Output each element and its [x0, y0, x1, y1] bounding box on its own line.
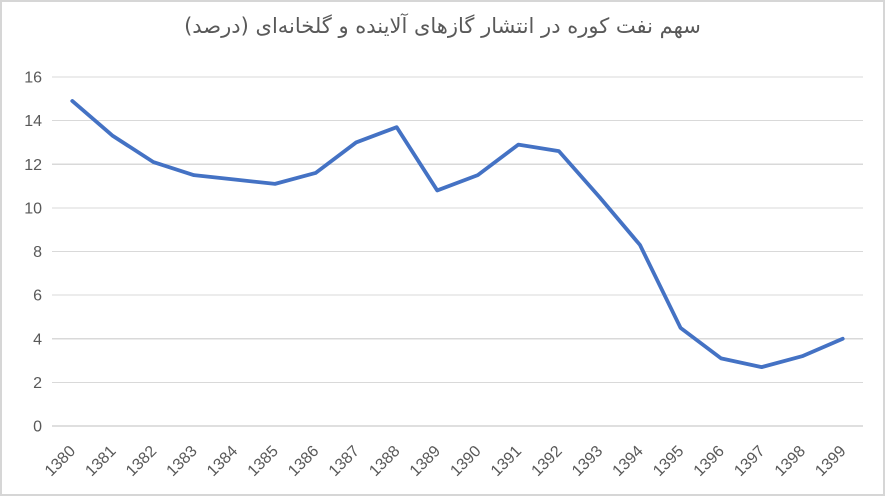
x-axis-tick-label: 1387: [326, 443, 363, 480]
y-axis-tick-label: 8: [33, 244, 42, 261]
x-axis-tick-label: 1391: [488, 443, 525, 480]
y-axis-tick-label: 10: [24, 200, 42, 217]
x-axis-tick-label: 1398: [772, 443, 809, 480]
x-axis-tick-label: 1384: [204, 443, 241, 480]
x-axis-tick-label: 1385: [245, 443, 282, 480]
y-axis-tick-label: 6: [33, 288, 42, 305]
x-axis-tick-label: 1389: [407, 443, 444, 480]
y-axis-tick-label: 12: [24, 157, 42, 174]
y-axis-tick-label: 0: [33, 419, 42, 436]
x-axis-tick-label: 1396: [691, 443, 728, 480]
x-axis-tick-label: 1392: [529, 443, 566, 480]
x-axis-tick-label: 1397: [731, 443, 768, 480]
x-axis-tick-label: 1388: [366, 443, 403, 480]
x-axis-tick-label: 1380: [42, 443, 79, 480]
x-axis-tick-label: 1382: [123, 443, 160, 480]
y-axis-tick-label: 14: [24, 113, 42, 130]
x-axis-tick-label: 1386: [285, 443, 322, 480]
y-axis-tick-label: 4: [33, 331, 42, 348]
y-axis-tick-label: 16: [24, 70, 42, 87]
x-axis-tick-label: 1399: [812, 443, 849, 480]
x-axis-tick-label: 1390: [447, 443, 484, 480]
x-axis-tick-label: 1395: [650, 443, 687, 480]
x-axis-tick-label: 1393: [569, 443, 606, 480]
x-axis-tick-label: 1383: [164, 443, 201, 480]
data-series-line: [70, 99, 845, 370]
x-axis-tick-label: 1381: [82, 443, 119, 480]
x-axis-tick-label: 1394: [610, 443, 647, 480]
y-axis-tick-label: 2: [33, 375, 42, 392]
